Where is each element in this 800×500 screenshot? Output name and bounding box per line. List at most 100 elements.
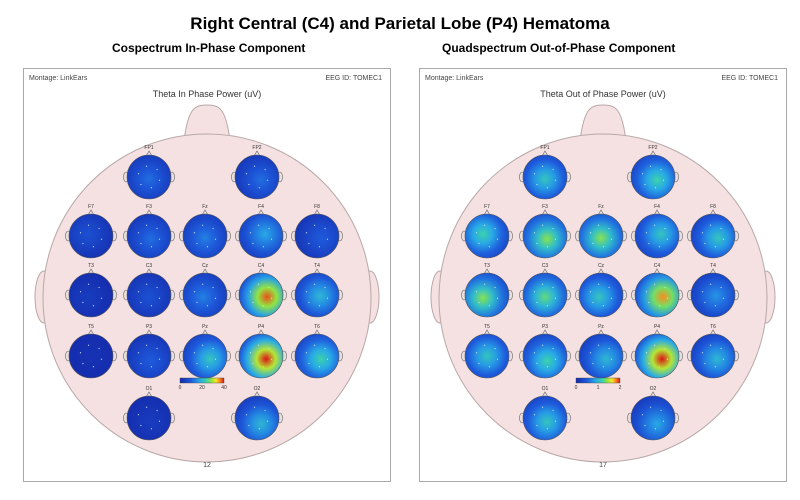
electrode-label: O1 <box>542 386 549 392</box>
scale-tick-label: 20 <box>199 385 205 391</box>
color-scale-bar <box>575 377 621 384</box>
topomap-disc <box>294 213 340 259</box>
topomap-f4: F4 <box>631 204 683 259</box>
electrode-label: FP1 <box>540 145 549 151</box>
topomap-disc <box>634 333 680 379</box>
electrode-label: T4 <box>710 263 716 269</box>
topomap-p3: P3 <box>519 324 571 379</box>
topomap-p3: P3 <box>123 324 175 379</box>
electrode-label: F8 <box>710 204 716 210</box>
electrode-label: F3 <box>146 204 152 210</box>
topomap-fp2: FP2 <box>627 145 679 200</box>
topomap-p4: P4 <box>631 324 683 379</box>
quadspectrum-panel: Montage: LinkEars EEG ID: TOMEC1 Theta O… <box>419 68 787 482</box>
nose <box>579 104 627 142</box>
topomap-disc <box>690 213 736 259</box>
nose <box>183 104 231 142</box>
topomap-c4: C4 <box>631 263 683 318</box>
topomap-fp2: FP2 <box>231 145 283 200</box>
topomap-t4: T4 <box>687 263 739 318</box>
topomap-disc <box>68 272 114 318</box>
topomap-disc <box>238 333 284 379</box>
electrode-label: O2 <box>254 386 261 392</box>
topomap-cz: Cz <box>179 263 231 318</box>
topomap-cz: Cz <box>575 263 627 318</box>
electrode-label: Cz <box>598 263 605 269</box>
electrode-label: F7 <box>484 204 490 210</box>
electrode-label: C4 <box>258 263 265 269</box>
topomap-c3: C3 <box>123 263 175 318</box>
topomap-disc <box>630 395 676 441</box>
topomap-disc <box>182 272 228 318</box>
topomap-disc <box>634 272 680 318</box>
topomap-t3: T3 <box>461 263 513 318</box>
topomap-disc <box>68 333 114 379</box>
topomap-fp1: FP1 <box>123 145 175 200</box>
electrode-label: T6 <box>710 324 716 330</box>
topomap-disc <box>634 213 680 259</box>
topomap-disc <box>578 333 624 379</box>
electrode-label: Fz <box>598 204 604 210</box>
left-panel-subtitle: Cospectrum In-Phase Component <box>112 41 306 55</box>
electrode-label: P3 <box>542 324 548 330</box>
electrode-label: F4 <box>654 204 660 210</box>
topomap-o1: O1 <box>123 386 175 441</box>
topomap-disc <box>464 213 510 259</box>
topomap-disc <box>522 213 568 259</box>
topomap-o2: O2 <box>231 386 283 441</box>
electrode-label: C3 <box>146 263 153 269</box>
topomap-fz: Fz <box>575 204 627 259</box>
topomap-f8: F8 <box>291 204 343 259</box>
topomap-f7: F7 <box>65 204 117 259</box>
topomap-disc <box>522 333 568 379</box>
topomap-disc <box>578 272 624 318</box>
plot-title: Theta Out of Phase Power (uV) <box>540 89 666 99</box>
scale-tick-label: 40 <box>221 385 227 391</box>
topomap-o2: O2 <box>627 386 679 441</box>
scale-tick-label: 1 <box>597 385 600 391</box>
color-scale-bar <box>179 377 225 384</box>
scale-tick-label: 2 <box>619 385 622 391</box>
eeg-id-label: EEG ID: TOMEC1 <box>721 75 778 82</box>
topomap-t5: T5 <box>461 324 513 379</box>
topomap-f8: F8 <box>687 204 739 259</box>
topomap-c3: C3 <box>519 263 571 318</box>
electrode-label: C3 <box>542 263 549 269</box>
topomap-f7: F7 <box>461 204 513 259</box>
electrode-label: FP2 <box>648 145 657 151</box>
electrode-label: Pz <box>202 324 208 330</box>
scale-tick-label: 0 <box>575 385 578 391</box>
topomap-disc <box>126 395 172 441</box>
topomap-disc <box>294 272 340 318</box>
plot-title: Theta In Phase Power (uV) <box>152 89 262 99</box>
electrode-label: F7 <box>88 204 94 210</box>
scale-tick-label: 0 <box>179 385 182 391</box>
electrode-label: O2 <box>650 386 657 392</box>
eeg-id-label: EEG ID: TOMEC1 <box>325 75 382 82</box>
head-map: FP1 FP2 F7 F3 Fz F4 F8 T3 C3 Cz C4 T4 T5 P3 Pz P4 T6 O1 O2… <box>34 104 380 463</box>
electrode-label: P4 <box>654 324 660 330</box>
topomap-disc <box>126 272 172 318</box>
head-map: FP1 FP2 F7 F3 Fz F4 F8 T3 C3 Cz C4 T4 T5 P3 Pz P4 T6 O1 O2… <box>430 104 776 463</box>
page-number: 12 <box>203 462 211 469</box>
right-panel-subtitle: Quadspectrum Out-of-Phase Component <box>442 41 676 55</box>
topomap-disc <box>126 333 172 379</box>
topomap-fp1: FP1 <box>519 145 571 200</box>
electrode-label: F3 <box>542 204 548 210</box>
topomap-t6: T6 <box>687 324 739 379</box>
topomap-o1: O1 <box>519 386 571 441</box>
topomap-fz: Fz <box>179 204 231 259</box>
electrode-label: T4 <box>314 263 320 269</box>
topomap-disc <box>578 213 624 259</box>
topomap-disc <box>234 154 280 200</box>
topomap-disc <box>182 213 228 259</box>
electrode-label: C4 <box>654 263 661 269</box>
electrode-label: FP1 <box>144 145 153 151</box>
topomap-disc <box>522 154 568 200</box>
topomap-disc <box>234 395 280 441</box>
topomap-disc <box>690 333 736 379</box>
topomap-f4: F4 <box>235 204 287 259</box>
topomap-disc <box>630 154 676 200</box>
electrode-label: Cz <box>202 263 209 269</box>
topomap-disc <box>238 213 284 259</box>
